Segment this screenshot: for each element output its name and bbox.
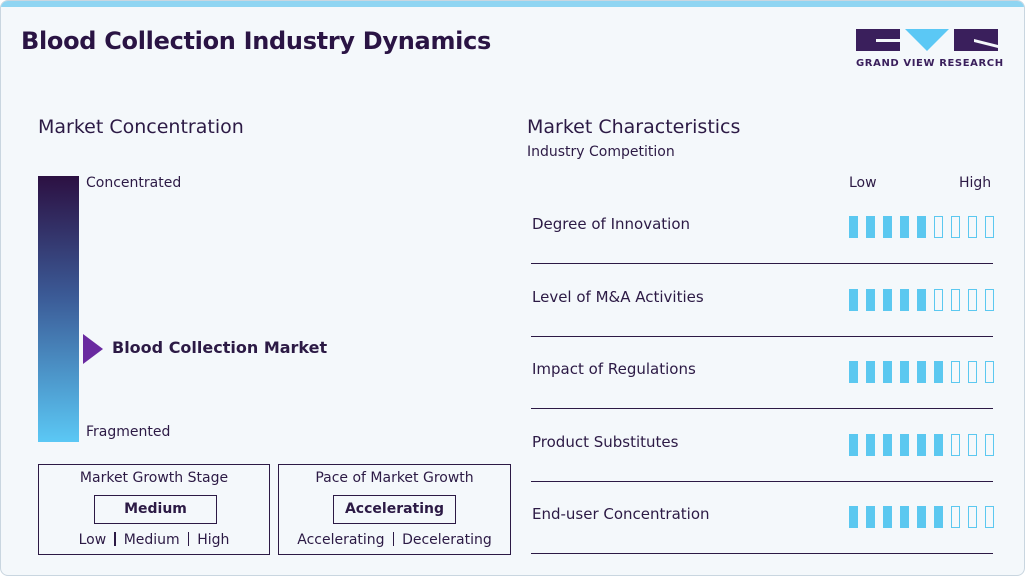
section-subtitle: Industry Competition: [527, 144, 675, 160]
divider: [531, 480, 993, 482]
rating-segment: [951, 216, 960, 238]
selected-option: Accelerating: [333, 495, 456, 524]
option: Decelerating: [402, 532, 492, 548]
rating-segment: [900, 361, 909, 383]
rating-segment: [985, 288, 994, 311]
top-stripe: [1, 1, 1024, 7]
rating-segment: [951, 433, 960, 456]
rating-segment: [917, 433, 926, 456]
options: Accelerating Decelerating: [279, 532, 510, 548]
divider: [531, 335, 993, 337]
rating-segment: [917, 506, 926, 528]
rating-segment: [866, 433, 875, 456]
rating-segment: [866, 288, 875, 311]
row-label: Degree of Innovation: [532, 215, 691, 233]
rating-segment: [849, 506, 858, 528]
section-title: Market Concentration: [38, 116, 244, 138]
option: Low: [78, 532, 107, 548]
selected-option: Medium: [94, 495, 217, 524]
growth-stage-box: Market Growth Stage Medium Low Medium High: [38, 464, 270, 555]
options: Low Medium High: [39, 532, 269, 548]
concentration-marker: [83, 333, 103, 364]
rating-segment: [900, 216, 909, 238]
box-title: Market Growth Stage: [79, 470, 229, 486]
option: High: [197, 532, 230, 548]
rating-segment: [849, 216, 858, 238]
rating-segment: [951, 288, 960, 311]
rating-segment: [883, 361, 892, 383]
rating-segment: [934, 361, 943, 383]
rating-segment: [951, 361, 960, 383]
box-title: Pace of Market Growth: [315, 470, 474, 486]
rating: [849, 506, 1002, 528]
rating-segment: [968, 433, 977, 456]
rating-segment: [883, 506, 892, 528]
high-label: High: [959, 175, 992, 191]
divider: [531, 263, 993, 264]
option: Accelerating: [297, 532, 385, 548]
rating: [849, 288, 1002, 311]
divider: [531, 408, 993, 409]
separator: [392, 532, 395, 546]
separator: [114, 532, 116, 546]
low-label: Low: [849, 175, 877, 191]
rating-segment: [934, 288, 943, 311]
section-title: Market Characteristics: [527, 116, 741, 138]
rating-segment: [883, 288, 892, 311]
marker-label: Blood Collection Market: [112, 337, 328, 357]
rating-segment: [917, 216, 926, 238]
separator: [187, 532, 190, 546]
rating-segment: [849, 361, 858, 383]
rating-segment: [934, 433, 943, 456]
rating-segment: [968, 288, 977, 311]
option: Medium: [123, 532, 180, 548]
rating-segment: [883, 433, 892, 456]
rating-segment: [951, 506, 960, 528]
rating: [849, 216, 1002, 238]
rating-segment: [917, 361, 926, 383]
rating-segment: [900, 288, 909, 311]
rating-segment: [934, 216, 943, 238]
row-label: Product Substitutes: [532, 432, 679, 451]
rating-segment: [866, 506, 875, 528]
page-title: Blood Collection Industry Dynamics: [21, 27, 491, 55]
rating: [849, 433, 1002, 456]
scale-top-label: Concentrated: [86, 175, 182, 191]
brand: GRAND VIEW RESEARCH: [856, 58, 1004, 69]
rating-segment: [900, 433, 909, 456]
rating-segment: [968, 216, 977, 238]
rating-segment: [968, 506, 977, 528]
rating-segment: [985, 433, 994, 456]
rating-segment: [883, 216, 892, 238]
rating-segment: [849, 433, 858, 456]
rating-segment: [866, 361, 875, 383]
divider: [531, 553, 993, 554]
logo: [856, 29, 998, 51]
rating-segment: [900, 506, 909, 528]
rating-segment: [934, 506, 943, 528]
rating-segment: [985, 216, 994, 238]
rating: [849, 361, 1002, 383]
concentration-scale: [38, 176, 79, 442]
rating-segment: [985, 361, 994, 383]
row-label: Impact of Regulations: [532, 360, 696, 378]
rating-segment: [866, 216, 875, 238]
rating-segment: [985, 506, 994, 528]
row-label: Level of M&A Activities: [532, 287, 704, 306]
row-label: End-user Concentration: [532, 505, 710, 523]
scale-bottom-label: Fragmented: [86, 424, 171, 440]
growth-pace-box: Pace of Market Growth Accelerating Accel…: [278, 464, 511, 555]
rating-segment: [917, 288, 926, 311]
rating-segment: [849, 288, 858, 311]
rating-segment: [968, 361, 977, 383]
